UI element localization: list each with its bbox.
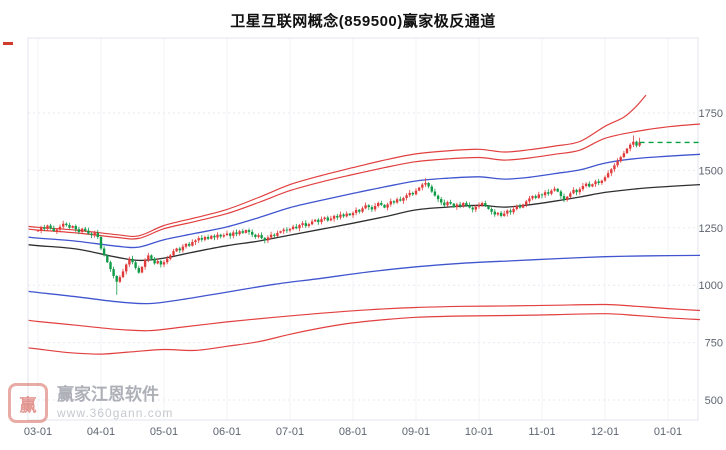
axis-labels: 03-01 04-01 05-01 06-01 07-01 08-01 09-01 10-01… [24, 108, 723, 438]
plot-border [27, 37, 699, 421]
upper-resistance-line [28, 123, 701, 240]
svg-text:07-01: 07-01 [276, 426, 304, 438]
svg-text:03-01: 03-01 [24, 426, 52, 438]
svg-text:09-01: 09-01 [402, 426, 430, 438]
corner-accent-mark [3, 42, 13, 45]
watermark-url: www.360gann.com [57, 406, 174, 420]
brand-logo-glyph: 赢 [19, 395, 37, 415]
svg-text:1000: 1000 [699, 280, 723, 292]
svg-text:500: 500 [705, 395, 723, 407]
lower-support-line [28, 303, 701, 332]
svg-text:06-01: 06-01 [213, 426, 241, 438]
svg-text:10-01: 10-01 [465, 426, 493, 438]
lower-outer-support-line [28, 313, 701, 355]
upper-rail-line [28, 153, 701, 249]
watermark-text: 赢家江恩软件 www.360gann.com [57, 385, 173, 421]
svg-text:11-01: 11-01 [528, 426, 555, 438]
candles [36, 135, 641, 295]
grid-vertical-lines [37, 38, 669, 420]
svg-text:08-01: 08-01 [339, 426, 367, 438]
chart-title: 卫星互联网概念(859500)赢家极反通道 [230, 13, 496, 30]
upper-outer-resistance-line [28, 94, 647, 238]
svg-text:05-01: 05-01 [150, 426, 178, 438]
svg-text:1500: 1500 [699, 165, 723, 177]
brand-logo-icon: 赢 [8, 383, 48, 423]
svg-text:750: 750 [705, 338, 723, 350]
svg-text:12-01: 12-01 [591, 426, 619, 438]
svg-text:01-01: 01-01 [654, 426, 682, 438]
watermark: 赢 赢家江恩软件 www.360gann.com [8, 383, 173, 423]
watermark-brand: 赢家江恩软件 [57, 385, 159, 404]
svg-text:04-01: 04-01 [87, 426, 115, 438]
life-line [28, 183, 701, 262]
svg-text:1750: 1750 [699, 108, 723, 120]
channel-lines [28, 94, 701, 355]
svg-text:1250: 1250 [699, 223, 723, 235]
lower-rail-line [28, 254, 701, 305]
grid-horizontal-lines [28, 112, 698, 401]
